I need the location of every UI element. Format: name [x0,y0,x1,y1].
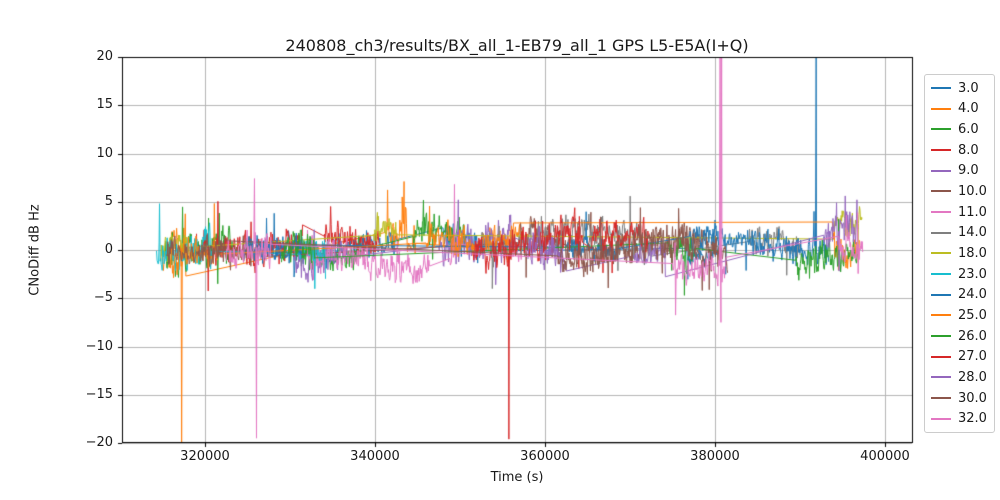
legend-item: 28.0 [931,368,988,387]
legend-line-sample [931,231,951,234]
legend-line-sample [931,293,951,296]
legend-line-sample [931,211,951,214]
legend-item: 25.0 [931,306,988,325]
legend-line-sample [931,107,951,110]
y-tick-label: −20 [85,435,113,450]
legend-item: 9.0 [931,161,988,180]
legend-line-sample [931,335,951,338]
legend-label: 24.0 [958,287,987,303]
legend-label: 28.0 [958,369,987,385]
legend-line-sample [931,314,951,317]
legend-item: 4.0 [931,99,988,118]
legend-label: 10.0 [958,183,987,199]
legend-label: 18.0 [958,245,987,261]
legend-line-sample [931,397,951,399]
legend-item: 14.0 [931,223,988,242]
legend-item: 26.0 [931,327,988,346]
legend-label: 14.0 [958,225,987,241]
legend-label: 4.0 [958,101,979,117]
legend-label: 25.0 [958,307,987,323]
legend-item: 23.0 [931,265,988,284]
y-tick-label: 20 [96,49,113,64]
y-tick-label: −10 [85,338,113,354]
x-tick-label: 340000 [350,449,400,464]
legend-item: 27.0 [931,347,988,366]
legend-label: 27.0 [958,349,987,365]
legend: 3.0 4.0 6.0 8.0 9.0 10.0 11.0 14.0 18.0 23.0 24.0 2… [924,74,995,433]
legend-item: 10.0 [931,182,988,201]
y-tick-label: 10 [96,145,113,161]
legend-line-sample [931,87,951,90]
legend-label: 23.0 [958,266,987,282]
legend-label: 6.0 [958,121,979,137]
legend-item: 24.0 [931,285,988,304]
legend-item: 18.0 [931,244,988,263]
legend-item: 8.0 [931,141,988,160]
legend-line-sample [931,190,951,193]
y-tick-label: 15 [96,97,113,113]
legend-item: 32.0 [931,409,988,428]
x-tick-label: 400000 [860,449,910,464]
x-tick-label: 380000 [690,449,740,464]
y-tick-label: 0 [104,242,113,257]
x-tick-label: 360000 [520,449,570,464]
legend-line-sample [931,355,951,358]
x-tick-label: 320000 [180,449,230,464]
legend-label: 3.0 [958,80,979,96]
y-tick-label: −15 [85,386,113,402]
legend-line-sample [931,273,951,276]
legend-line-sample [931,169,951,172]
legend-label: 26.0 [958,328,987,344]
legend-line-sample [931,417,951,420]
legend-label: 11.0 [958,204,987,220]
y-tick-label: −5 [93,290,113,306]
legend-label: 32.0 [958,411,987,427]
legend-line-sample [931,252,951,255]
legend-item: 6.0 [931,120,988,139]
x-axis-label: Time (s) [490,470,544,485]
legend-line-sample [931,376,951,379]
legend-item: 30.0 [931,389,988,408]
legend-label: 9.0 [958,163,979,179]
chart-title: 240808_ch3/results/BX_all_1-EB79_all_1 G… [285,36,749,55]
legend-item: 3.0 [931,79,988,98]
legend-item: 11.0 [931,203,988,222]
legend-label: 30.0 [958,390,987,406]
legend-line-sample [931,149,951,152]
legend-label: 8.0 [958,142,979,158]
y-tick-label: 5 [104,193,113,209]
legend-line-sample [931,128,951,131]
